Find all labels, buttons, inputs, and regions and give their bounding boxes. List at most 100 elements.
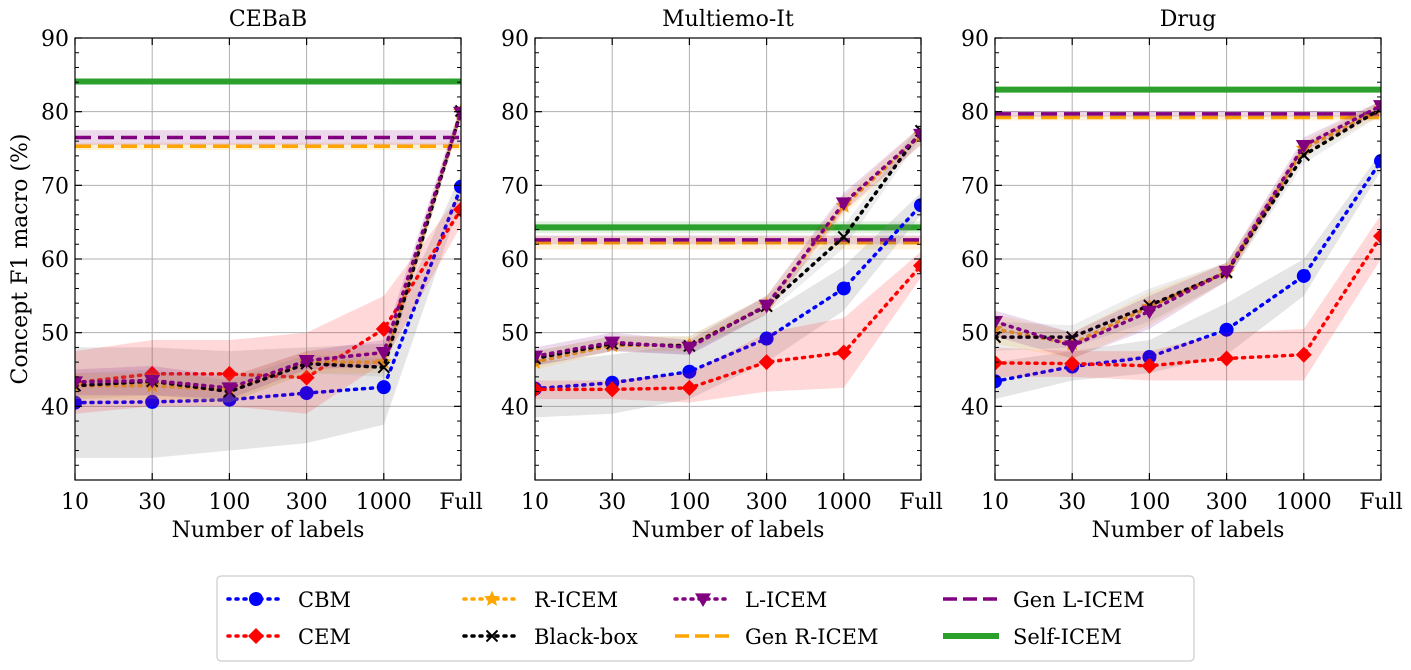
line-cbm (75, 185, 461, 405)
band-cem (535, 251, 921, 403)
marker-cbm (376, 380, 391, 395)
marker-l-icem (604, 336, 621, 351)
x-tick-label: 30 (598, 490, 626, 515)
panel-title: Drug (1160, 7, 1216, 32)
y-tick-label: 60 (961, 248, 989, 273)
x-tick-label: 100 (668, 490, 710, 515)
x-tick-label: 100 (208, 490, 250, 515)
y-tick-label: 70 (41, 174, 69, 199)
marker-cem (758, 354, 775, 371)
marker-black-box (995, 330, 1002, 344)
y-tick-label: 80 (961, 101, 989, 126)
marker-l-icem (1295, 139, 1312, 154)
marker-l-icem (535, 350, 543, 365)
panel-title: CEBaB (229, 7, 307, 32)
band-r-icem (535, 126, 921, 370)
legend-marker-black-box (485, 629, 499, 643)
x-tick-label: 1000 (356, 490, 412, 515)
line-cbm (535, 203, 921, 391)
marker-cem (604, 381, 621, 398)
chart-panel-2: 10 30 100 300 1000 Full 40 50 60 70 80 90 Multiemo-I… (501, 7, 943, 543)
x-tick-label: 30 (138, 490, 166, 515)
legend-marker-l-icem (695, 593, 711, 607)
y-tick-label: 50 (961, 322, 989, 347)
x-tick-label: 10 (981, 490, 1009, 515)
marker-cem (1218, 350, 1235, 367)
marker-l-icem (1373, 100, 1381, 114)
y-tick-label: 90 (501, 27, 529, 52)
marker-cem (298, 369, 315, 386)
legend-marker-r-icem (483, 590, 501, 606)
x-tick-label: 1000 (1276, 490, 1332, 515)
marker-l-icem (913, 128, 921, 143)
marker-cem (453, 201, 461, 218)
marker-l-icem (681, 341, 698, 356)
marker-l-icem (75, 376, 83, 391)
y-tick-label: 60 (501, 248, 529, 273)
band-cbm (535, 192, 921, 418)
marker-l-icem (375, 346, 392, 361)
line-l-icem (75, 110, 461, 390)
legend-label: CBM (298, 588, 351, 612)
line-r-icem (75, 109, 461, 392)
panel-title: Multiemo-It (662, 7, 794, 32)
marker-cem (1141, 357, 1158, 374)
band-black-box (535, 122, 921, 366)
legend-item-self-icem: Self-ICEM (943, 625, 1122, 649)
marker-cbm (682, 364, 697, 379)
line-cem (995, 234, 1381, 368)
legend-item-black-box: Black-box (462, 625, 638, 649)
band-cem (995, 214, 1381, 381)
x-tick-label: 100 (1128, 490, 1170, 515)
legend-item-gen-l-icem: Gen L-ICEM (943, 588, 1145, 612)
marker-cem (913, 257, 921, 274)
y-tick-label: 70 (961, 174, 989, 199)
legend-item-cbm: CBM (226, 588, 351, 612)
marker-cem (1295, 346, 1312, 363)
band-black-box (75, 104, 461, 403)
series-layer (75, 78, 461, 458)
y-tick-label: 60 (41, 248, 69, 273)
x-axis-label: Number of labels (1092, 518, 1285, 543)
legend-label: CEM (298, 625, 351, 649)
marker-cbm (145, 394, 160, 409)
marker-cem (1064, 355, 1081, 372)
series-layer (535, 122, 921, 418)
legend-item-gen-r-icem: Gen R-ICEM (675, 625, 879, 649)
line-black-box (995, 106, 1381, 339)
marker-l-icem (835, 197, 852, 212)
marker-cbm (1374, 154, 1381, 169)
marker-l-icem (995, 316, 1003, 330)
y-tick-label: 90 (41, 27, 69, 52)
y-axis-label: Concept F1 macro (%) (8, 134, 33, 385)
y-tick-label: 90 (961, 27, 989, 52)
marker-cbm (759, 331, 774, 346)
band-l-icem (75, 104, 461, 399)
marker-cbm (995, 374, 1002, 389)
x-tick-label: 10 (521, 490, 549, 515)
marker-l-icem (298, 355, 315, 369)
marker-l-icem (144, 374, 161, 389)
marker-black-box (837, 230, 851, 244)
marker-cbm (836, 281, 851, 296)
x-tick-label: 10 (61, 490, 89, 515)
marker-cbm (1296, 268, 1311, 283)
marker-cbm (299, 386, 314, 401)
legend-label: L-ICEM (745, 588, 827, 612)
band-l-icem (535, 126, 921, 366)
marker-cem (835, 344, 852, 361)
marker-cem (681, 379, 698, 396)
x-axis-label: Number of labels (172, 518, 365, 543)
marker-cem (1373, 228, 1381, 245)
marker-l-icem (453, 106, 461, 121)
legend-marker-cbm (249, 592, 263, 606)
x-tick-label: 300 (1206, 490, 1248, 515)
series-layer (995, 86, 1381, 399)
x-tick-label: 30 (1058, 490, 1086, 515)
marker-cem (995, 354, 1003, 371)
legend-label: Gen R-ICEM (745, 625, 879, 649)
x-axis-label: Number of labels (632, 518, 825, 543)
y-tick-label: 80 (501, 101, 529, 126)
legend-label: Black-box (534, 625, 638, 649)
